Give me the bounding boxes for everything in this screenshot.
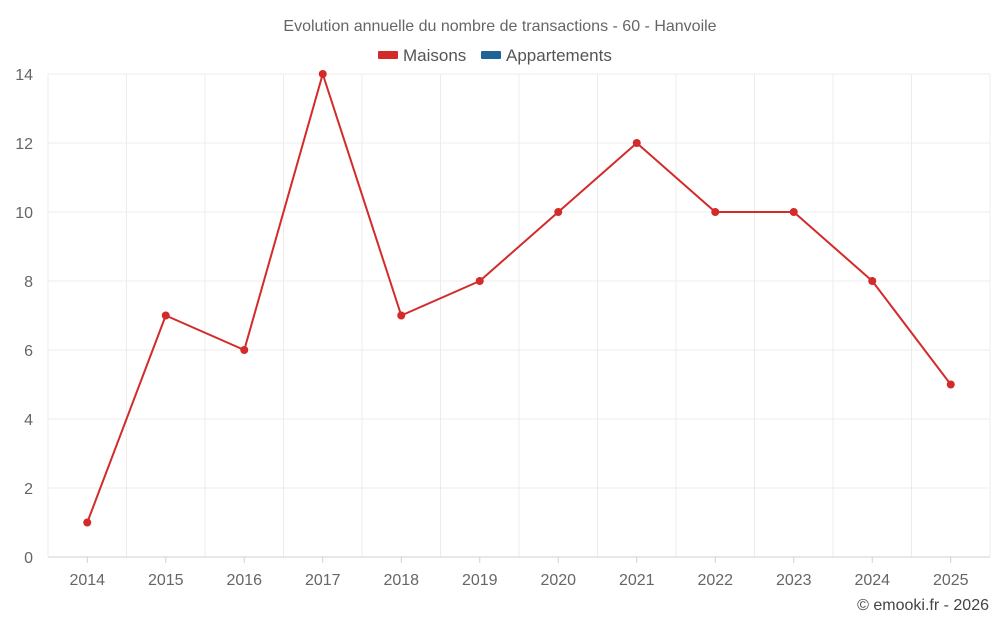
x-tick-label-2014: 2014 bbox=[69, 572, 105, 589]
x-tick-label-2018: 2018 bbox=[383, 572, 419, 589]
x-tick-label-2021: 2021 bbox=[619, 572, 655, 589]
data-point-maisons-2022[interactable] bbox=[711, 208, 720, 216]
data-point-maisons-2023[interactable] bbox=[789, 208, 798, 216]
x-tick-label-2023: 2023 bbox=[776, 572, 812, 589]
data-point-maisons-2025[interactable] bbox=[946, 380, 955, 389]
y-tick-label-0: 0 bbox=[24, 550, 33, 567]
x-tick-label-2025: 2025 bbox=[933, 572, 969, 589]
data-point-maisons-2024[interactable] bbox=[868, 277, 877, 285]
data-point-maisons-2021[interactable] bbox=[632, 139, 641, 147]
series-layer bbox=[83, 70, 955, 527]
x-tick-label-2015: 2015 bbox=[148, 572, 184, 589]
y-tick-label-14: 14 bbox=[15, 67, 33, 84]
y-tick-label-2: 2 bbox=[24, 481, 33, 498]
x-tick-label-2022: 2022 bbox=[697, 572, 733, 589]
x-tick-label-2019: 2019 bbox=[462, 572, 498, 589]
legend-item-maisons[interactable]: Maisons bbox=[378, 46, 466, 65]
legend-label-appartements: Appartements bbox=[506, 46, 612, 65]
y-tick-label-10: 10 bbox=[15, 205, 33, 222]
data-point-maisons-2020[interactable] bbox=[554, 208, 563, 216]
legend-label-maisons: Maisons bbox=[403, 46, 466, 65]
y-tick-label-6: 6 bbox=[24, 343, 33, 360]
legend-item-appartements[interactable]: Appartements bbox=[481, 46, 612, 65]
grid bbox=[47, 73, 991, 557]
data-point-maisons-2019[interactable] bbox=[475, 277, 484, 285]
data-point-maisons-2014[interactable] bbox=[83, 518, 92, 527]
series-maisons bbox=[83, 70, 955, 527]
data-point-maisons-2016[interactable] bbox=[240, 346, 249, 354]
x-axis-ticks: 2014 2015 2016 2017 2018 2019 2020 2021 2022 2023… bbox=[69, 557, 969, 589]
chart-title: Evolution annuelle du nombre de transact… bbox=[283, 18, 716, 35]
y-axis-ticks: 0 2 4 6 8 10 12 14 bbox=[15, 67, 33, 567]
legend-swatch-appartements bbox=[481, 51, 501, 59]
legend-swatch-maisons bbox=[378, 51, 398, 59]
y-tick-label-12: 12 bbox=[15, 136, 33, 153]
data-point-maisons-2017[interactable] bbox=[318, 70, 327, 78]
y-tick-label-4: 4 bbox=[24, 412, 33, 429]
data-point-maisons-2018[interactable] bbox=[397, 311, 406, 320]
x-tick-label-2017: 2017 bbox=[305, 572, 341, 589]
legend: Maisons Appartements bbox=[378, 46, 612, 65]
x-tick-label-2020: 2020 bbox=[540, 572, 576, 589]
data-point-maisons-2015[interactable] bbox=[161, 311, 170, 320]
y-tick-label-8: 8 bbox=[24, 274, 33, 291]
x-tick-label-2016: 2016 bbox=[226, 572, 262, 589]
credit-text: © emooki.fr - 2026 bbox=[857, 597, 989, 614]
series-line-maisons bbox=[86, 73, 952, 523]
x-tick-label-2024: 2024 bbox=[854, 572, 890, 589]
